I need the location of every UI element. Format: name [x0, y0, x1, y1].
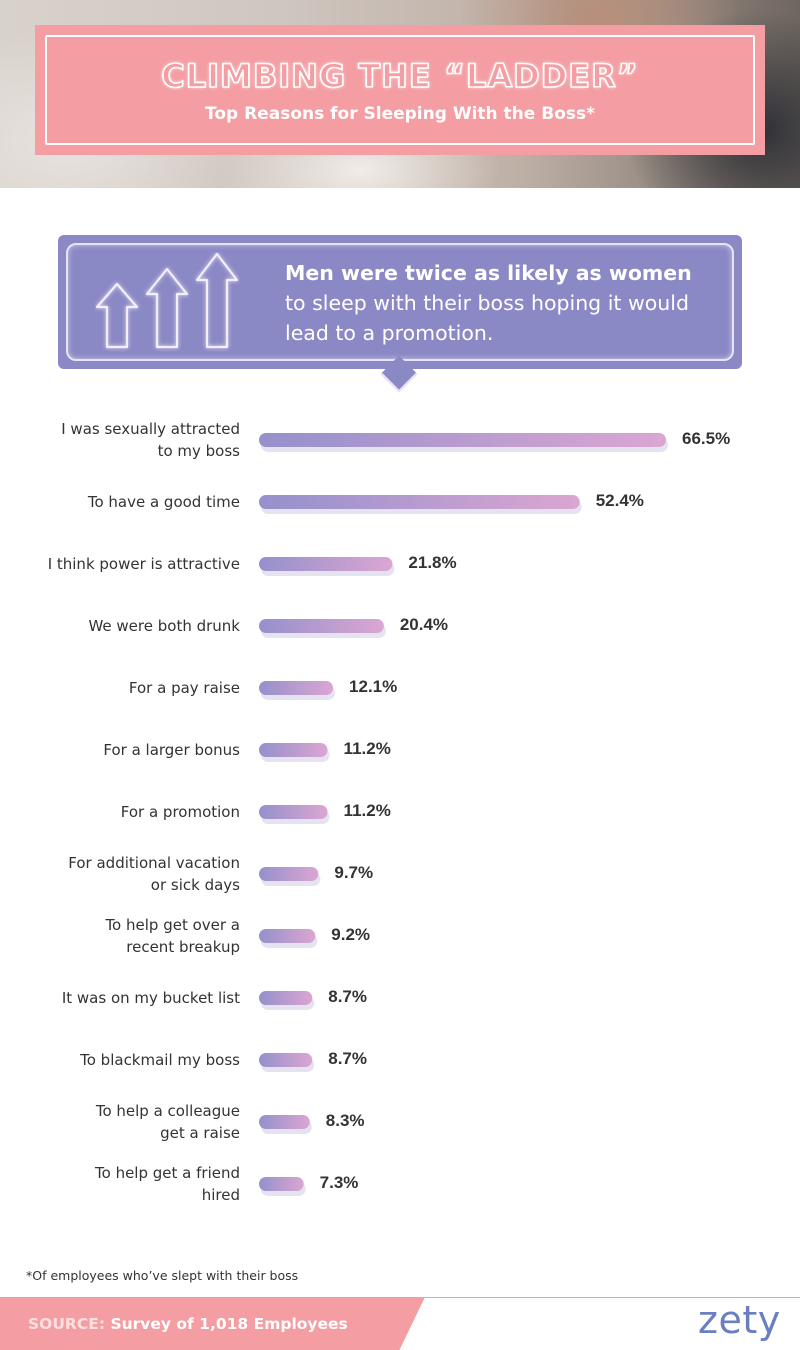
bar-6 [259, 743, 328, 757]
bar-4 [259, 619, 384, 633]
bar-3 [259, 557, 393, 571]
three-up-arrows-icon [95, 252, 239, 349]
category-label: To help get over a recent breakup [25, 914, 240, 958]
footer-divider [400, 1297, 800, 1298]
arrow-small-icon [95, 282, 139, 349]
zety-logo: zety [698, 1298, 781, 1342]
category-label-line: to my boss [157, 442, 240, 460]
value-label: 11.2% [343, 801, 391, 820]
value-label: 21.8% [408, 553, 457, 572]
category-label-line: To help get a friend [95, 1164, 240, 1182]
category-label-line: I think power is attractive [47, 555, 240, 573]
value-label: 11.2% [343, 739, 391, 758]
bar-5 [259, 681, 334, 695]
category-label-line: It was on my bucket list [61, 989, 240, 1007]
category-label: For a pay raise [25, 677, 240, 699]
value-label: 8.3% [325, 1111, 365, 1130]
category-label-line: get a raise [160, 1124, 240, 1142]
category-label: For a promotion [25, 801, 240, 823]
category-label-line: To help a colleague [95, 1102, 240, 1120]
bar-11 [259, 1053, 313, 1067]
category-label: We were both drunk [25, 615, 240, 637]
callout-headline: Men were twice as likely as women [285, 261, 692, 285]
source-text: SOURCE: Survey of 1,018 Employees [28, 1315, 348, 1333]
source-key: SOURCE: [28, 1315, 106, 1333]
value-label: 20.4% [399, 615, 449, 634]
bar-9 [259, 929, 316, 943]
bar-12 [259, 1115, 310, 1129]
footnote: *Of employees who’ve slept with their bo… [26, 1268, 299, 1283]
bar-1 [259, 433, 666, 447]
value-label: 8.7% [328, 987, 367, 1006]
callout-text: Men were twice as likely as women to sle… [285, 258, 725, 348]
category-label: To help a colleague get a raise [25, 1100, 240, 1144]
category-label-line: recent breakup [126, 938, 240, 956]
category-label: To have a good time [25, 491, 240, 513]
category-label: I was sexually attracted to my boss [25, 418, 240, 462]
bar-10 [259, 991, 313, 1005]
bar-13 [259, 1177, 304, 1191]
callout-body: to sleep with their boss hoping it would… [285, 291, 689, 345]
category-label-line: To blackmail my boss [80, 1051, 240, 1069]
category-label: For a larger bonus [25, 739, 240, 761]
title-box: CLIMBING THE “LADDER” Top Reasons for Sl… [35, 25, 765, 155]
category-label-line: To have a good time [87, 493, 240, 511]
category-label: To blackmail my boss [25, 1049, 240, 1071]
category-label-line: For a larger bonus [103, 741, 240, 759]
category-label-line: I was sexually attracted [61, 420, 240, 438]
category-label: I think power is attractive [25, 553, 240, 575]
category-label: It was on my bucket list [25, 987, 240, 1009]
bar-2 [259, 495, 580, 509]
category-label: To help get a friend hired [25, 1162, 240, 1206]
category-label-line: For a promotion [120, 803, 240, 821]
category-label-line: To help get over a [105, 916, 240, 934]
category-label-line: or sick days [150, 876, 240, 894]
value-label: 8.7% [328, 1049, 367, 1068]
source-value: Survey of 1,018 Employees [110, 1315, 348, 1333]
category-label: For additional vacation or sick days [25, 852, 240, 896]
category-label-line: For a pay raise [128, 679, 240, 697]
value-label: 12.1% [349, 677, 398, 696]
arrow-medium-icon [145, 267, 189, 349]
value-label: 66.5% [682, 429, 731, 448]
bar-8 [259, 867, 319, 881]
value-label: 9.7% [334, 863, 374, 882]
value-label: 9.2% [331, 925, 371, 944]
category-label-line: For additional vacation [68, 854, 240, 872]
value-label: 7.3% [319, 1173, 359, 1192]
header-photo-banner: CLIMBING THE “LADDER” Top Reasons for Sl… [0, 0, 800, 188]
bar-7 [259, 805, 328, 819]
source-band [0, 1297, 425, 1350]
arrow-large-icon [195, 252, 239, 349]
category-label-line: We were both drunk [88, 617, 240, 635]
category-label-line: hired [201, 1186, 240, 1204]
value-label: 52.4% [595, 491, 644, 510]
